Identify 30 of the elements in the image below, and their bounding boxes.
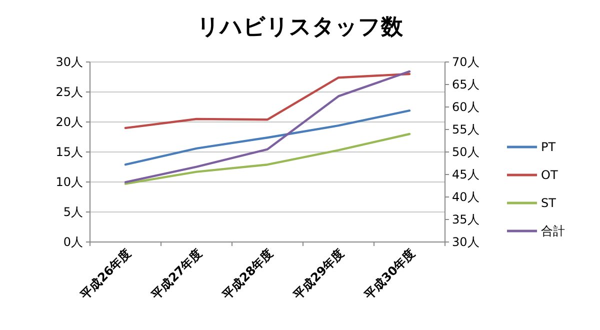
x-tick-label: 平成29年度 xyxy=(290,246,347,303)
y2-tick-label: 70人 xyxy=(452,55,480,69)
y-tick-label: 15人 xyxy=(56,145,83,159)
legend-label: ST xyxy=(541,196,557,210)
legend-label: OT xyxy=(541,168,558,182)
x-tick-label: 平成30年度 xyxy=(361,246,418,303)
x-tick-label: 平成28年度 xyxy=(219,246,276,303)
x-tick-label: 平成27年度 xyxy=(148,246,205,303)
line-series xyxy=(124,132,411,185)
legend-label: 合計 xyxy=(541,224,565,238)
line-series xyxy=(124,70,411,184)
y-tick-label: 10人 xyxy=(56,175,83,189)
y-tick-label: 25人 xyxy=(56,85,83,99)
y2-tick-label: 55人 xyxy=(452,122,480,136)
y-tick-label: 30人 xyxy=(56,55,83,69)
chart-title: リハビリスタッフ数 xyxy=(197,15,404,40)
y2-tick-label: 40人 xyxy=(452,190,480,204)
y2-tick-label: 30人 xyxy=(452,235,480,249)
legend-label: PT xyxy=(541,140,556,154)
y2-tick-label: 35人 xyxy=(452,212,480,226)
y2-tick-label: 65人 xyxy=(452,78,480,92)
y-tick-label: 5人 xyxy=(63,205,83,219)
y2-tick-label: 50人 xyxy=(452,145,480,159)
y2-tick-label: 45人 xyxy=(452,168,480,182)
y-tick-label: 20人 xyxy=(56,115,83,129)
line-series xyxy=(124,72,411,130)
line-series xyxy=(124,110,411,166)
y2-tick-label: 60人 xyxy=(452,100,480,114)
y-tick-label: 0人 xyxy=(63,235,83,249)
x-tick-label: 平成26年度 xyxy=(77,246,134,303)
